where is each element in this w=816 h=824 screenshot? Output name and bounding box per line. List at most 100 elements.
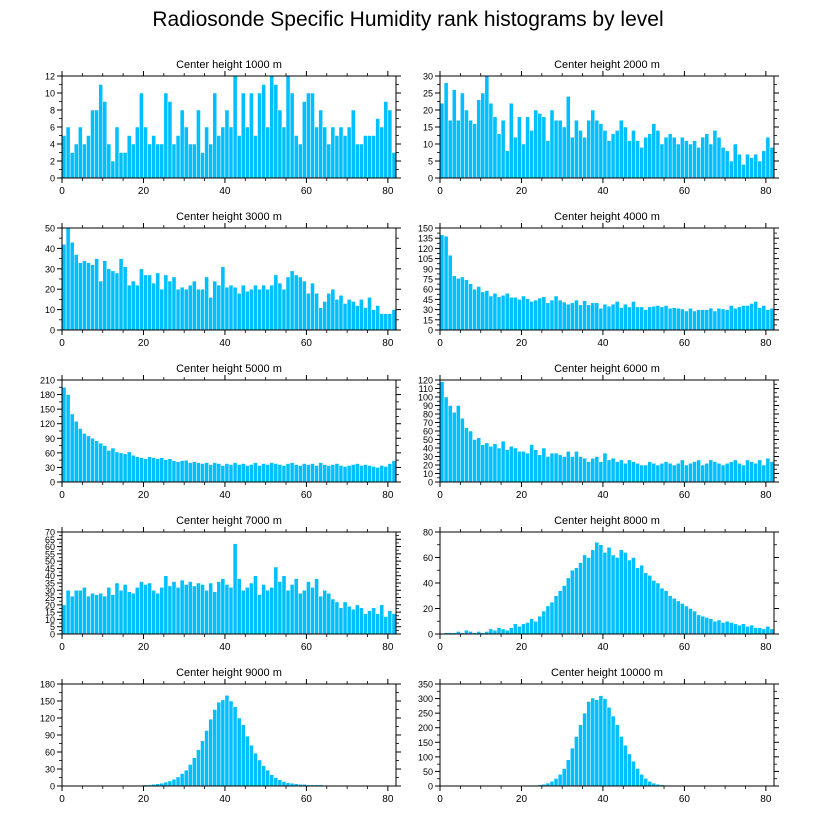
histogram-bar: [484, 290, 490, 331]
histogram-bar: [537, 297, 543, 331]
histogram-bar: [451, 275, 457, 331]
histogram-bar: [297, 143, 303, 179]
x-tick-label: 20: [138, 490, 150, 501]
histogram-bar: [590, 109, 596, 179]
histogram-bar: [179, 286, 185, 331]
histogram-bar: [261, 584, 266, 635]
histogram-bar: [460, 276, 465, 331]
y-tick-label: 0: [50, 630, 55, 640]
histogram-bar: [610, 715, 616, 787]
x-tick-label: 40: [219, 490, 231, 501]
panel-9: Center height 9000 m 0 20 40 60 80 0 30 60 90 120 1…: [40, 667, 401, 805]
histogram-bar: [623, 303, 628, 331]
histogram-bar: [73, 143, 79, 179]
histogram-bar: [704, 133, 710, 179]
histogram-bar: [257, 465, 262, 483]
histogram-bar: [102, 260, 108, 331]
y-tick-label: 20: [423, 604, 433, 614]
histogram-bar: [663, 590, 669, 635]
histogram-bar: [631, 461, 636, 483]
histogram-bar: [561, 456, 567, 483]
histogram-bar: [553, 452, 559, 483]
y-tick-label: 10: [45, 615, 55, 625]
histogram-bar: [359, 299, 364, 331]
histogram-bar: [671, 136, 677, 179]
x-tick-label: 40: [219, 338, 231, 349]
histogram-bar: [216, 463, 222, 483]
histogram-bar: [537, 615, 543, 635]
x-tick-label: 60: [679, 338, 691, 349]
histogram-bar: [696, 309, 701, 331]
histogram-bar: [745, 459, 750, 483]
histogram-bar: [289, 270, 295, 331]
histogram-bar: [521, 623, 526, 635]
histogram-bar: [265, 126, 270, 179]
histogram-bar: [684, 605, 689, 635]
histogram-bar: [86, 262, 91, 331]
x-tick-label: 60: [679, 794, 691, 805]
y-tick-label: 4: [50, 140, 55, 150]
histogram-bar: [228, 464, 234, 483]
histogram-bar: [684, 140, 689, 179]
histogram-bar: [159, 587, 165, 635]
histogram-bar: [167, 585, 173, 635]
histogram-bar: [273, 463, 279, 483]
histogram-bar: [61, 604, 67, 635]
histogram-bar: [208, 582, 213, 635]
y-tick-label: 0: [428, 174, 433, 184]
x-tick-label: 60: [301, 186, 313, 197]
panel-1: Center height 1000 m 0 20 40 60 80 0 2 4 6 8 10 12: [45, 59, 401, 197]
histogram-bar: [659, 306, 665, 331]
histogram-bar: [627, 559, 632, 635]
x-tick-label: 60: [679, 642, 691, 653]
histogram-bar: [147, 143, 152, 179]
histogram-bar: [363, 307, 368, 331]
histogram-bar: [460, 418, 465, 483]
histogram-bar: [90, 109, 95, 179]
histogram-bar: [155, 143, 161, 179]
histogram-bar: [618, 307, 624, 331]
histogram-bar: [240, 590, 246, 635]
histogram-bar: [65, 394, 71, 483]
x-tick-label: 60: [301, 338, 313, 349]
histogram-bar: [549, 781, 555, 787]
histogram-bar: [504, 629, 510, 635]
y-tick-label: 80: [423, 410, 433, 420]
histogram-bar: [631, 130, 636, 179]
histogram-bar: [232, 75, 238, 179]
histogram-bar: [94, 594, 99, 635]
histogram-bar: [627, 140, 632, 179]
histogram-bar: [488, 446, 494, 483]
histogram-bar: [745, 153, 750, 179]
histogram-bar: [228, 587, 234, 635]
x-tick-label: 60: [301, 490, 313, 501]
histogram-bar: [346, 606, 352, 635]
histogram-bar: [447, 119, 453, 179]
panel-2: Center height 2000 m 0 20 40 60 80 0 5 10 15 20 25 3…: [423, 59, 779, 197]
histogram-bar: [508, 297, 514, 331]
histogram-bar: [183, 288, 189, 331]
histogram-bar: [273, 777, 279, 787]
histogram-bar: [574, 451, 579, 483]
histogram-bar: [643, 572, 648, 635]
y-tick-label: 25: [423, 89, 433, 99]
histogram-bar: [188, 462, 193, 483]
histogram-bar: [322, 464, 328, 483]
histogram-bar: [667, 595, 673, 635]
histogram-bar: [439, 234, 445, 331]
y-tick-label: 12: [45, 72, 55, 82]
histogram-bar: [130, 592, 136, 635]
histogram-bar: [379, 126, 385, 179]
histogram-bar: [139, 92, 144, 179]
histogram-bar: [171, 276, 177, 331]
histogram-bar: [614, 301, 620, 331]
histogram-bar: [663, 136, 669, 179]
histogram-bar: [586, 119, 591, 179]
histogram-bar: [643, 309, 648, 331]
histogram-bar: [338, 126, 344, 179]
panel-title: Center height 9000 m: [176, 667, 282, 679]
histogram-bar: [537, 113, 543, 179]
histogram-bar: [383, 313, 389, 331]
histogram-bar: [167, 780, 173, 787]
histogram-bar: [631, 557, 636, 635]
